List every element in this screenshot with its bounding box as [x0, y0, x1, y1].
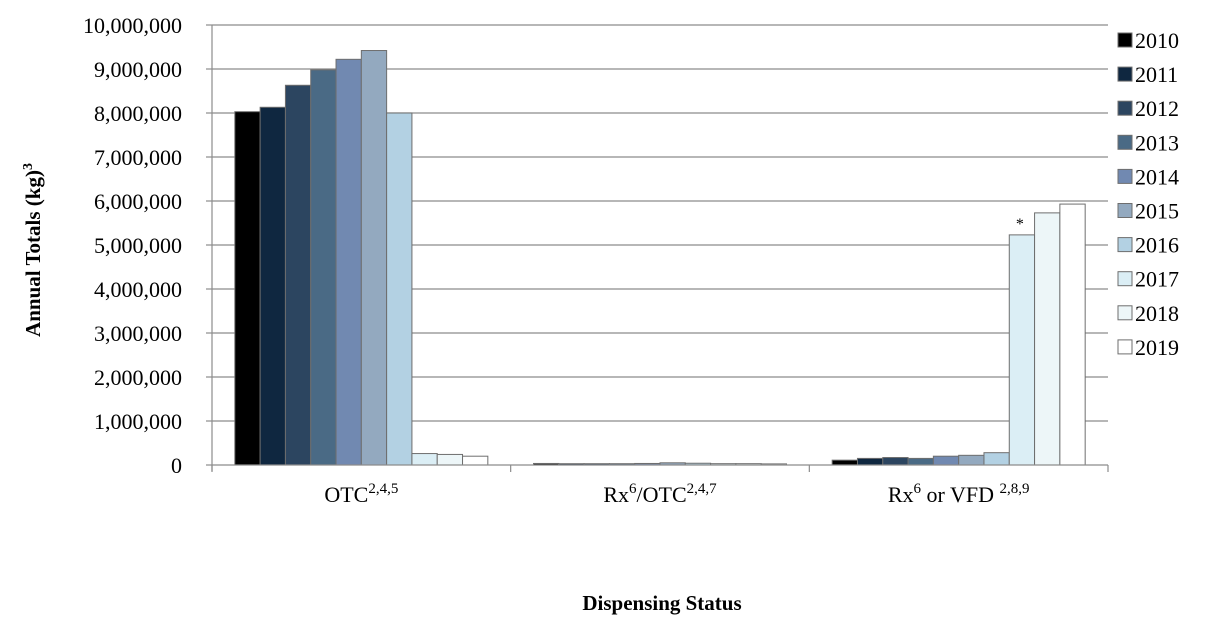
bar-2010 — [234, 111, 261, 466]
bar-2014 — [932, 455, 960, 466]
legend-label-2010: 2010 — [1135, 28, 1179, 53]
legend-swatch-2012 — [1117, 100, 1133, 116]
bar-2015 — [958, 454, 985, 466]
legend-swatch-2015 — [1117, 203, 1133, 218]
x-category-label: Rx6 or VFD 2,8,9 — [888, 481, 1030, 507]
bar-2018 — [436, 453, 464, 466]
y-tick-labels: 0 1,000,000 2,000,000 3,000,000 4,000,000 5,0… — [83, 13, 182, 478]
legend-swatch-2014 — [1117, 168, 1133, 184]
legend-label-2017: 2017 — [1135, 267, 1179, 292]
y-tick-label: 7,000,000 — [94, 145, 182, 170]
bar-2012 — [284, 84, 312, 466]
annotations: * — [1016, 216, 1024, 233]
legend-label-2018: 2018 — [1135, 301, 1179, 326]
legend-swatch-2011 — [1117, 66, 1133, 82]
legend-label-2015: 2015 — [1135, 199, 1179, 224]
legend-swatch-2013 — [1117, 134, 1133, 150]
y-tick-label: 0 — [171, 453, 182, 478]
y-tick-label: 5,000,000 — [94, 233, 182, 258]
y-tick-label: 4,000,000 — [94, 277, 182, 302]
bar-2019 — [462, 455, 489, 466]
bar-2018 — [1034, 212, 1061, 466]
bar-2015 — [360, 50, 388, 466]
y-axis-title: Annual Totals (kg)3 — [21, 163, 45, 337]
x-category-label: OTC2,4,5 — [324, 481, 398, 507]
bar-2017 — [1008, 234, 1036, 466]
legend-label-2014: 2014 — [1135, 164, 1179, 189]
y-tick-label: 8,000,000 — [94, 101, 182, 126]
y-tick-label: 1,000,000 — [94, 409, 182, 434]
bar-2016 — [386, 112, 413, 466]
legend-swatch-2017 — [1117, 271, 1133, 287]
bar-2010 — [831, 459, 858, 466]
bar-2013 — [310, 69, 337, 466]
bar-annotation: * — [1016, 216, 1024, 233]
y-tick-label: 3,000,000 — [94, 321, 182, 346]
bar-2011 — [856, 457, 884, 466]
bar-2014 — [335, 58, 362, 466]
legend-label-2011: 2011 — [1135, 62, 1178, 87]
bar-2016 — [983, 452, 1010, 466]
y-tick-label: 6,000,000 — [94, 189, 182, 214]
bar-2011 — [259, 106, 286, 466]
bars — [234, 50, 1086, 466]
legend-label-2016: 2016 — [1135, 233, 1179, 258]
legend-label-2012: 2012 — [1135, 96, 1179, 121]
legend-swatch-2010 — [1117, 32, 1133, 48]
bar-2017 — [411, 453, 438, 466]
legend-swatch-2018 — [1117, 305, 1133, 321]
bar-2019 — [1059, 203, 1086, 466]
legend-label-2019: 2019 — [1135, 335, 1179, 360]
x-axis-title: Dispensing Status — [582, 591, 741, 615]
legend-swatch-2016 — [1117, 237, 1133, 253]
legend: 2010 2011 2012 2013 2014 2015 2016 2017 2018 2019 — [1117, 28, 1179, 360]
y-tick-label: 10,000,000 — [83, 13, 182, 38]
axes — [211, 25, 1109, 472]
y-tick-label: 2,000,000 — [94, 365, 182, 390]
bar-2013 — [907, 457, 934, 466]
x-category-label: Rx6/OTC2,4,7 — [603, 481, 717, 507]
y-axis-title-sup: 3 — [21, 163, 36, 170]
x-category-labels: OTC2,4,5 Rx6/OTC2,4,7 Rx6 or VFD 2,8,9 — [324, 481, 1029, 507]
legend-label-2013: 2013 — [1135, 130, 1179, 155]
y-tick-label: 9,000,000 — [94, 57, 182, 82]
bar-2012 — [882, 457, 909, 466]
legend-swatch-2019 — [1117, 339, 1133, 355]
